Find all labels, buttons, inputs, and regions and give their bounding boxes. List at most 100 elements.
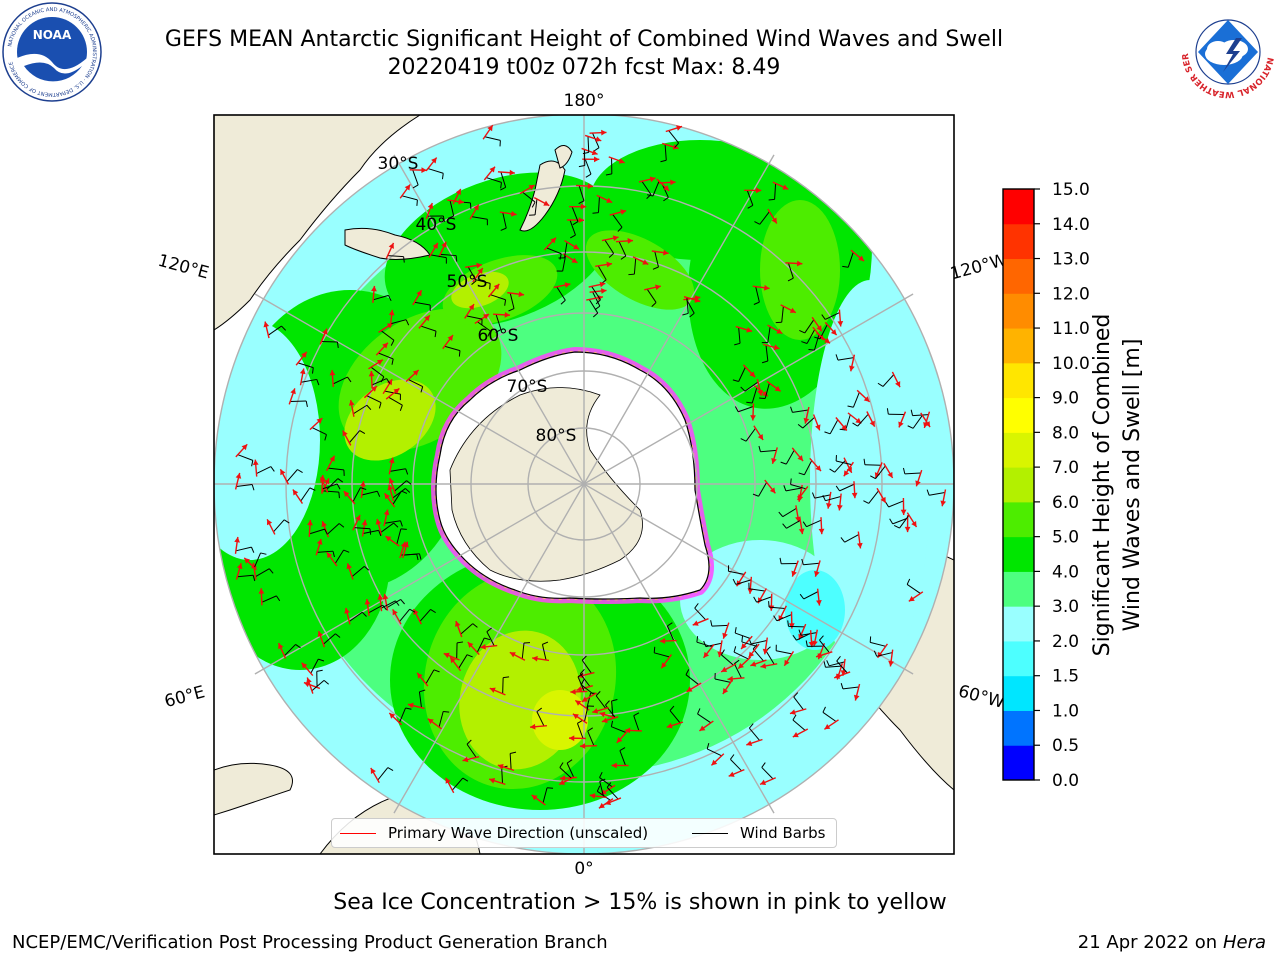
wind-barb: [666, 625, 675, 641]
wave-arrow-head: [571, 257, 578, 263]
wind-barb: [806, 329, 816, 344]
wind-barb-flag: [805, 640, 808, 647]
wind-barb: [741, 641, 758, 647]
wind-barb-flag: [732, 578, 737, 585]
wind-barb: [399, 608, 411, 622]
wind-barb-flag: [761, 762, 766, 768]
wind-barb: [466, 315, 483, 320]
wind-barb-flag: [779, 557, 782, 564]
wind-barb-flag: [455, 255, 458, 262]
wave-arrow-head: [280, 469, 286, 476]
wave-arrow-head: [467, 642, 474, 648]
wind-barb: [587, 730, 595, 747]
wind-barb-flag: [746, 401, 753, 404]
wind-barb-flag: [504, 299, 507, 306]
wind-barb: [562, 255, 567, 272]
wave-arrow-head: [473, 204, 479, 211]
wind-barb: [929, 491, 945, 496]
wind-barb-flag: [324, 528, 328, 535]
wind-barb: [599, 781, 605, 798]
wave-arrow-head: [321, 521, 327, 528]
wind-barb: [605, 704, 616, 718]
wind-barb: [597, 265, 607, 280]
plot-title: GEFS MEAN Antarctic Significant Height o…: [0, 26, 1168, 82]
wave-arrow-head: [869, 420, 875, 427]
wind-barb: [842, 686, 859, 690]
wind-barb-flag: [487, 330, 491, 337]
wind-barb-flag: [412, 184, 419, 189]
wave-arrow-head: [769, 487, 776, 494]
wind-barb: [606, 787, 619, 800]
wind-barb: [556, 286, 566, 301]
wind-barb: [852, 392, 860, 408]
wave-arrow-head: [572, 713, 579, 720]
wave-arrow-head: [699, 725, 706, 731]
wave-arrow-head: [370, 767, 376, 774]
wind-barb-flag: [599, 771, 603, 778]
wind-barb-flag: [559, 762, 564, 768]
wave-arrow-head: [383, 509, 390, 516]
wind-barb-flag: [710, 620, 713, 627]
wind-barb-flag: [685, 669, 690, 675]
wind-barb-flag: [442, 215, 445, 222]
wind-barb-flag: [706, 743, 710, 750]
wave-arrow-head: [791, 570, 797, 577]
wind-barb: [408, 379, 423, 388]
wind-barb-flag: [268, 568, 274, 574]
longitude-label: 60°E: [162, 682, 207, 712]
wind-barb-flag: [754, 221, 761, 225]
wind-barb: [286, 469, 298, 482]
wind-barb: [438, 711, 444, 728]
wind-barb-flag: [447, 215, 454, 219]
wave-arrow-head: [760, 779, 767, 785]
wind-barb-flag: [605, 173, 612, 176]
wave-arrow-head: [703, 651, 710, 658]
wind-barb-flag: [500, 227, 507, 231]
wind-barb-flag: [536, 707, 543, 712]
wind-barb-flag: [748, 723, 754, 729]
wind-barb: [297, 362, 314, 369]
wind-barb-flag: [577, 673, 584, 678]
wave-arrow-head: [798, 528, 805, 535]
wave-arrow-head: [788, 623, 795, 629]
new-zealand-north: [554, 145, 573, 169]
wave-arrow-head: [483, 314, 490, 320]
wind-barb: [427, 168, 444, 174]
wind-barb-flag: [606, 782, 612, 788]
wind-barb: [509, 292, 515, 309]
wave-arrow-head: [722, 688, 729, 695]
wind-barb: [563, 242, 568, 258]
wave-arrow-head: [455, 620, 461, 627]
wind-barb-flag: [376, 491, 381, 497]
wave-arrow-head: [717, 651, 723, 658]
wind-barb: [425, 669, 435, 684]
wind-barb-flag: [416, 554, 419, 561]
footer-organization: NCEP/EMC/Verification Post Processing Pr…: [12, 932, 608, 953]
colorbar-tick-label: 1.5: [1052, 667, 1079, 687]
wind-barb-flag: [382, 604, 387, 611]
wind-barb: [300, 487, 311, 502]
wind-barb: [351, 565, 365, 578]
wind-barb-flag: [797, 423, 804, 429]
wind-barb: [569, 219, 576, 236]
colorbar-segment: [1003, 362, 1034, 399]
wind-barb: [388, 396, 403, 406]
colorbar-tick-label: 4.0: [1052, 562, 1079, 582]
wave-arrow-head: [377, 594, 384, 600]
colorbar-tick-label: 2.0: [1052, 632, 1079, 652]
wave-arrow-head: [599, 711, 606, 718]
wave-arrow-head: [387, 484, 394, 491]
wind-barb: [490, 294, 506, 301]
wind-barb-flag: [462, 777, 469, 782]
wave-arrow-head: [895, 381, 901, 388]
wave-arrow-head: [343, 491, 350, 498]
wind-barb-flag: [420, 386, 424, 393]
longitude-label: 180°: [564, 91, 605, 111]
wave-arrow-head: [721, 666, 728, 672]
wind-barb-flag: [599, 778, 606, 782]
title-line-2: 20220419 t00z 072h fcst Max: 8.49: [387, 55, 781, 80]
wind-barb: [752, 648, 764, 662]
wind-barb: [352, 487, 361, 502]
longitude-label: 120°W: [948, 250, 1009, 284]
longitude-label: 60°W: [956, 681, 1007, 713]
